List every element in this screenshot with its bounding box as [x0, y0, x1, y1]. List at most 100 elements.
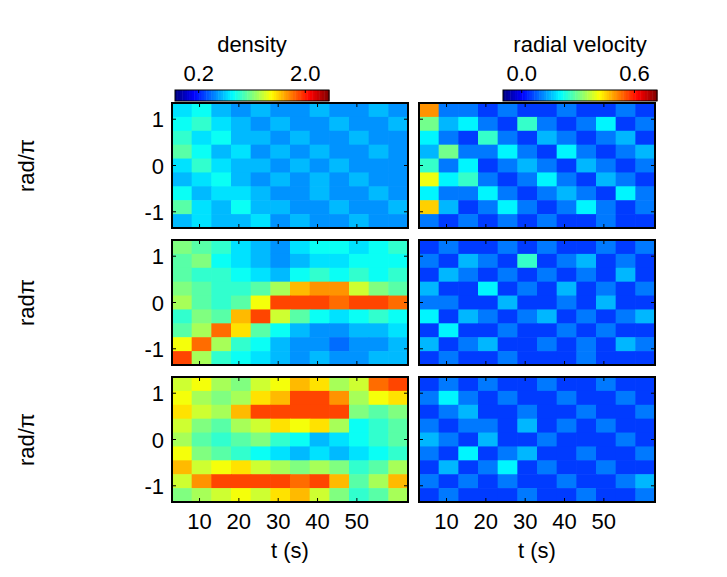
cell [388, 159, 408, 173]
cell [596, 296, 616, 310]
cell [310, 117, 330, 131]
cell [478, 433, 498, 447]
cell [270, 488, 290, 502]
cell [596, 446, 616, 460]
cell [616, 186, 636, 200]
cell [635, 240, 655, 254]
cell [635, 282, 655, 296]
cell [557, 405, 577, 419]
cell [192, 377, 212, 391]
x-tick [564, 498, 565, 502]
cell [439, 282, 459, 296]
cell [251, 200, 271, 214]
cell [349, 296, 369, 310]
cell [419, 488, 439, 502]
colorbar-tick-label: 2.0 [290, 61, 321, 86]
cell [329, 240, 349, 254]
cell [478, 159, 498, 173]
cell [419, 117, 439, 131]
y-tick-label: -1 [144, 474, 164, 499]
cell [290, 405, 310, 419]
cell [172, 145, 192, 159]
cell [635, 145, 655, 159]
y-tick [404, 211, 408, 212]
cell [270, 186, 290, 200]
cell [419, 405, 439, 419]
cell [498, 460, 518, 474]
cell [231, 446, 251, 460]
cell [557, 419, 577, 433]
cell [439, 488, 459, 502]
cell [498, 337, 518, 351]
cell [478, 337, 498, 351]
cell [211, 446, 231, 460]
cell [369, 159, 389, 173]
y-tick [419, 439, 423, 440]
y-tick [404, 119, 408, 120]
cell [419, 214, 439, 228]
cell [596, 282, 616, 296]
cell [596, 200, 616, 214]
cell [231, 351, 251, 365]
cell [498, 351, 518, 365]
cell [478, 186, 498, 200]
cell [616, 282, 636, 296]
cell [290, 323, 310, 337]
y-tick [419, 211, 423, 212]
cell [635, 405, 655, 419]
cell [192, 323, 212, 337]
cell [192, 460, 212, 474]
cell [439, 186, 459, 200]
y-tick [651, 256, 655, 257]
cell [388, 282, 408, 296]
cell [517, 351, 537, 365]
cell [310, 103, 330, 117]
cell [557, 433, 577, 447]
cell [192, 296, 212, 310]
x-tick [446, 240, 447, 244]
cell [388, 268, 408, 282]
cell [211, 337, 231, 351]
cell [498, 391, 518, 405]
x-tick [525, 240, 526, 244]
cell [498, 159, 518, 173]
cell [419, 131, 439, 145]
cell [349, 419, 369, 433]
x-tick-label: 10 [434, 509, 458, 534]
cell [251, 296, 271, 310]
x-tick [446, 224, 447, 228]
cell [596, 488, 616, 502]
cell [388, 419, 408, 433]
cell [576, 296, 596, 310]
frame [419, 377, 655, 502]
cell [290, 254, 310, 268]
cell [388, 488, 408, 502]
cell [172, 214, 192, 228]
cell [517, 268, 537, 282]
cell [192, 254, 212, 268]
cell [349, 131, 369, 145]
cell [458, 186, 478, 200]
cell [576, 405, 596, 419]
cell [231, 131, 251, 145]
cell [388, 172, 408, 186]
cell [458, 391, 478, 405]
cell [192, 131, 212, 145]
cell [616, 103, 636, 117]
cell [211, 103, 231, 117]
cell [211, 323, 231, 337]
cell [349, 186, 369, 200]
cell [329, 200, 349, 214]
cell [517, 254, 537, 268]
cell [290, 433, 310, 447]
cell [557, 145, 577, 159]
x-tick [238, 224, 239, 228]
cell [537, 323, 557, 337]
cell [270, 391, 290, 405]
cell [478, 323, 498, 337]
cell [270, 377, 290, 391]
cell [517, 405, 537, 419]
cell [231, 405, 251, 419]
cell [419, 200, 439, 214]
y-tick [404, 348, 408, 349]
